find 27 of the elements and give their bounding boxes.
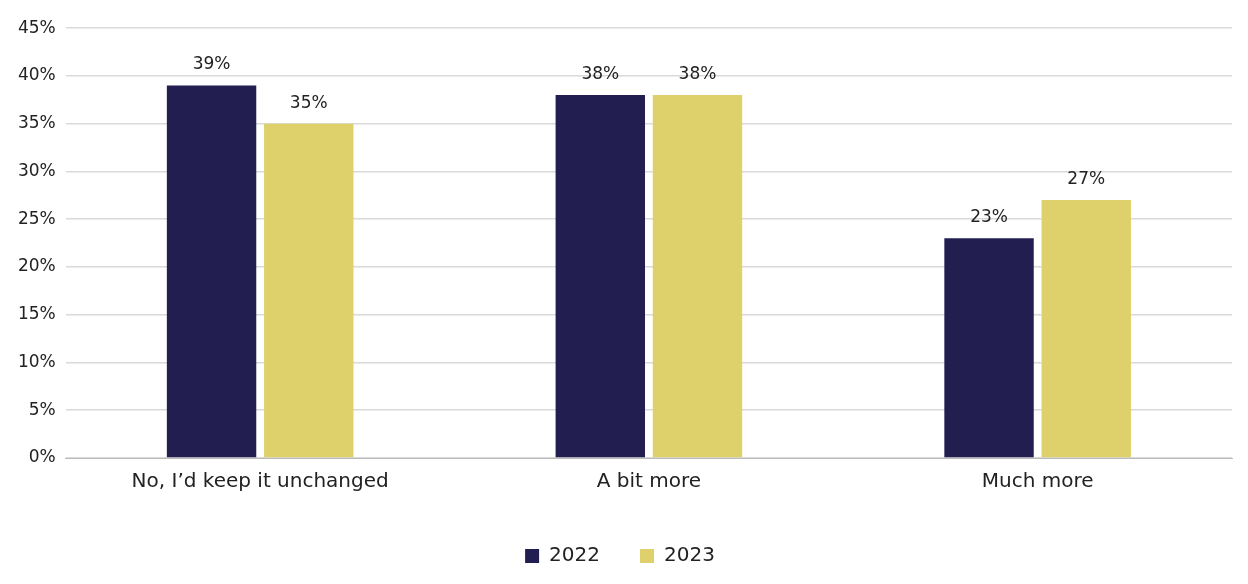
x-tick-label: Much more [981,468,1094,493]
y-tick-label: 45% [17,16,56,37]
data-label: 39% [192,53,231,74]
x-tick-label: No, I’d keep it unchanged [131,468,389,493]
bar [264,123,354,458]
y-tick-label: 25% [17,207,56,228]
bar [1041,200,1131,458]
data-label: 35% [289,91,328,112]
legend-label: 2022 [549,542,601,567]
data-label: 38% [581,62,620,83]
bar [944,238,1034,458]
y-tick-label: 30% [17,159,56,180]
y-tick-label: 20% [17,255,56,276]
y-tick-label: 35% [17,112,56,133]
y-tick-label: 10% [17,350,56,371]
bar [555,95,646,458]
data-label: 38% [678,62,717,83]
y-tick-label: 5% [28,398,56,419]
y-tick-label: 0% [28,446,56,467]
y-tick-label: 40% [17,64,56,85]
bar [166,85,257,458]
data-label: 27% [1067,168,1106,189]
bar [652,95,743,458]
y-tick-label: 15% [17,303,56,324]
data-label: 23% [970,206,1008,227]
legend-label: 2023 [664,542,715,567]
x-tick-label: A bit more [596,468,702,493]
